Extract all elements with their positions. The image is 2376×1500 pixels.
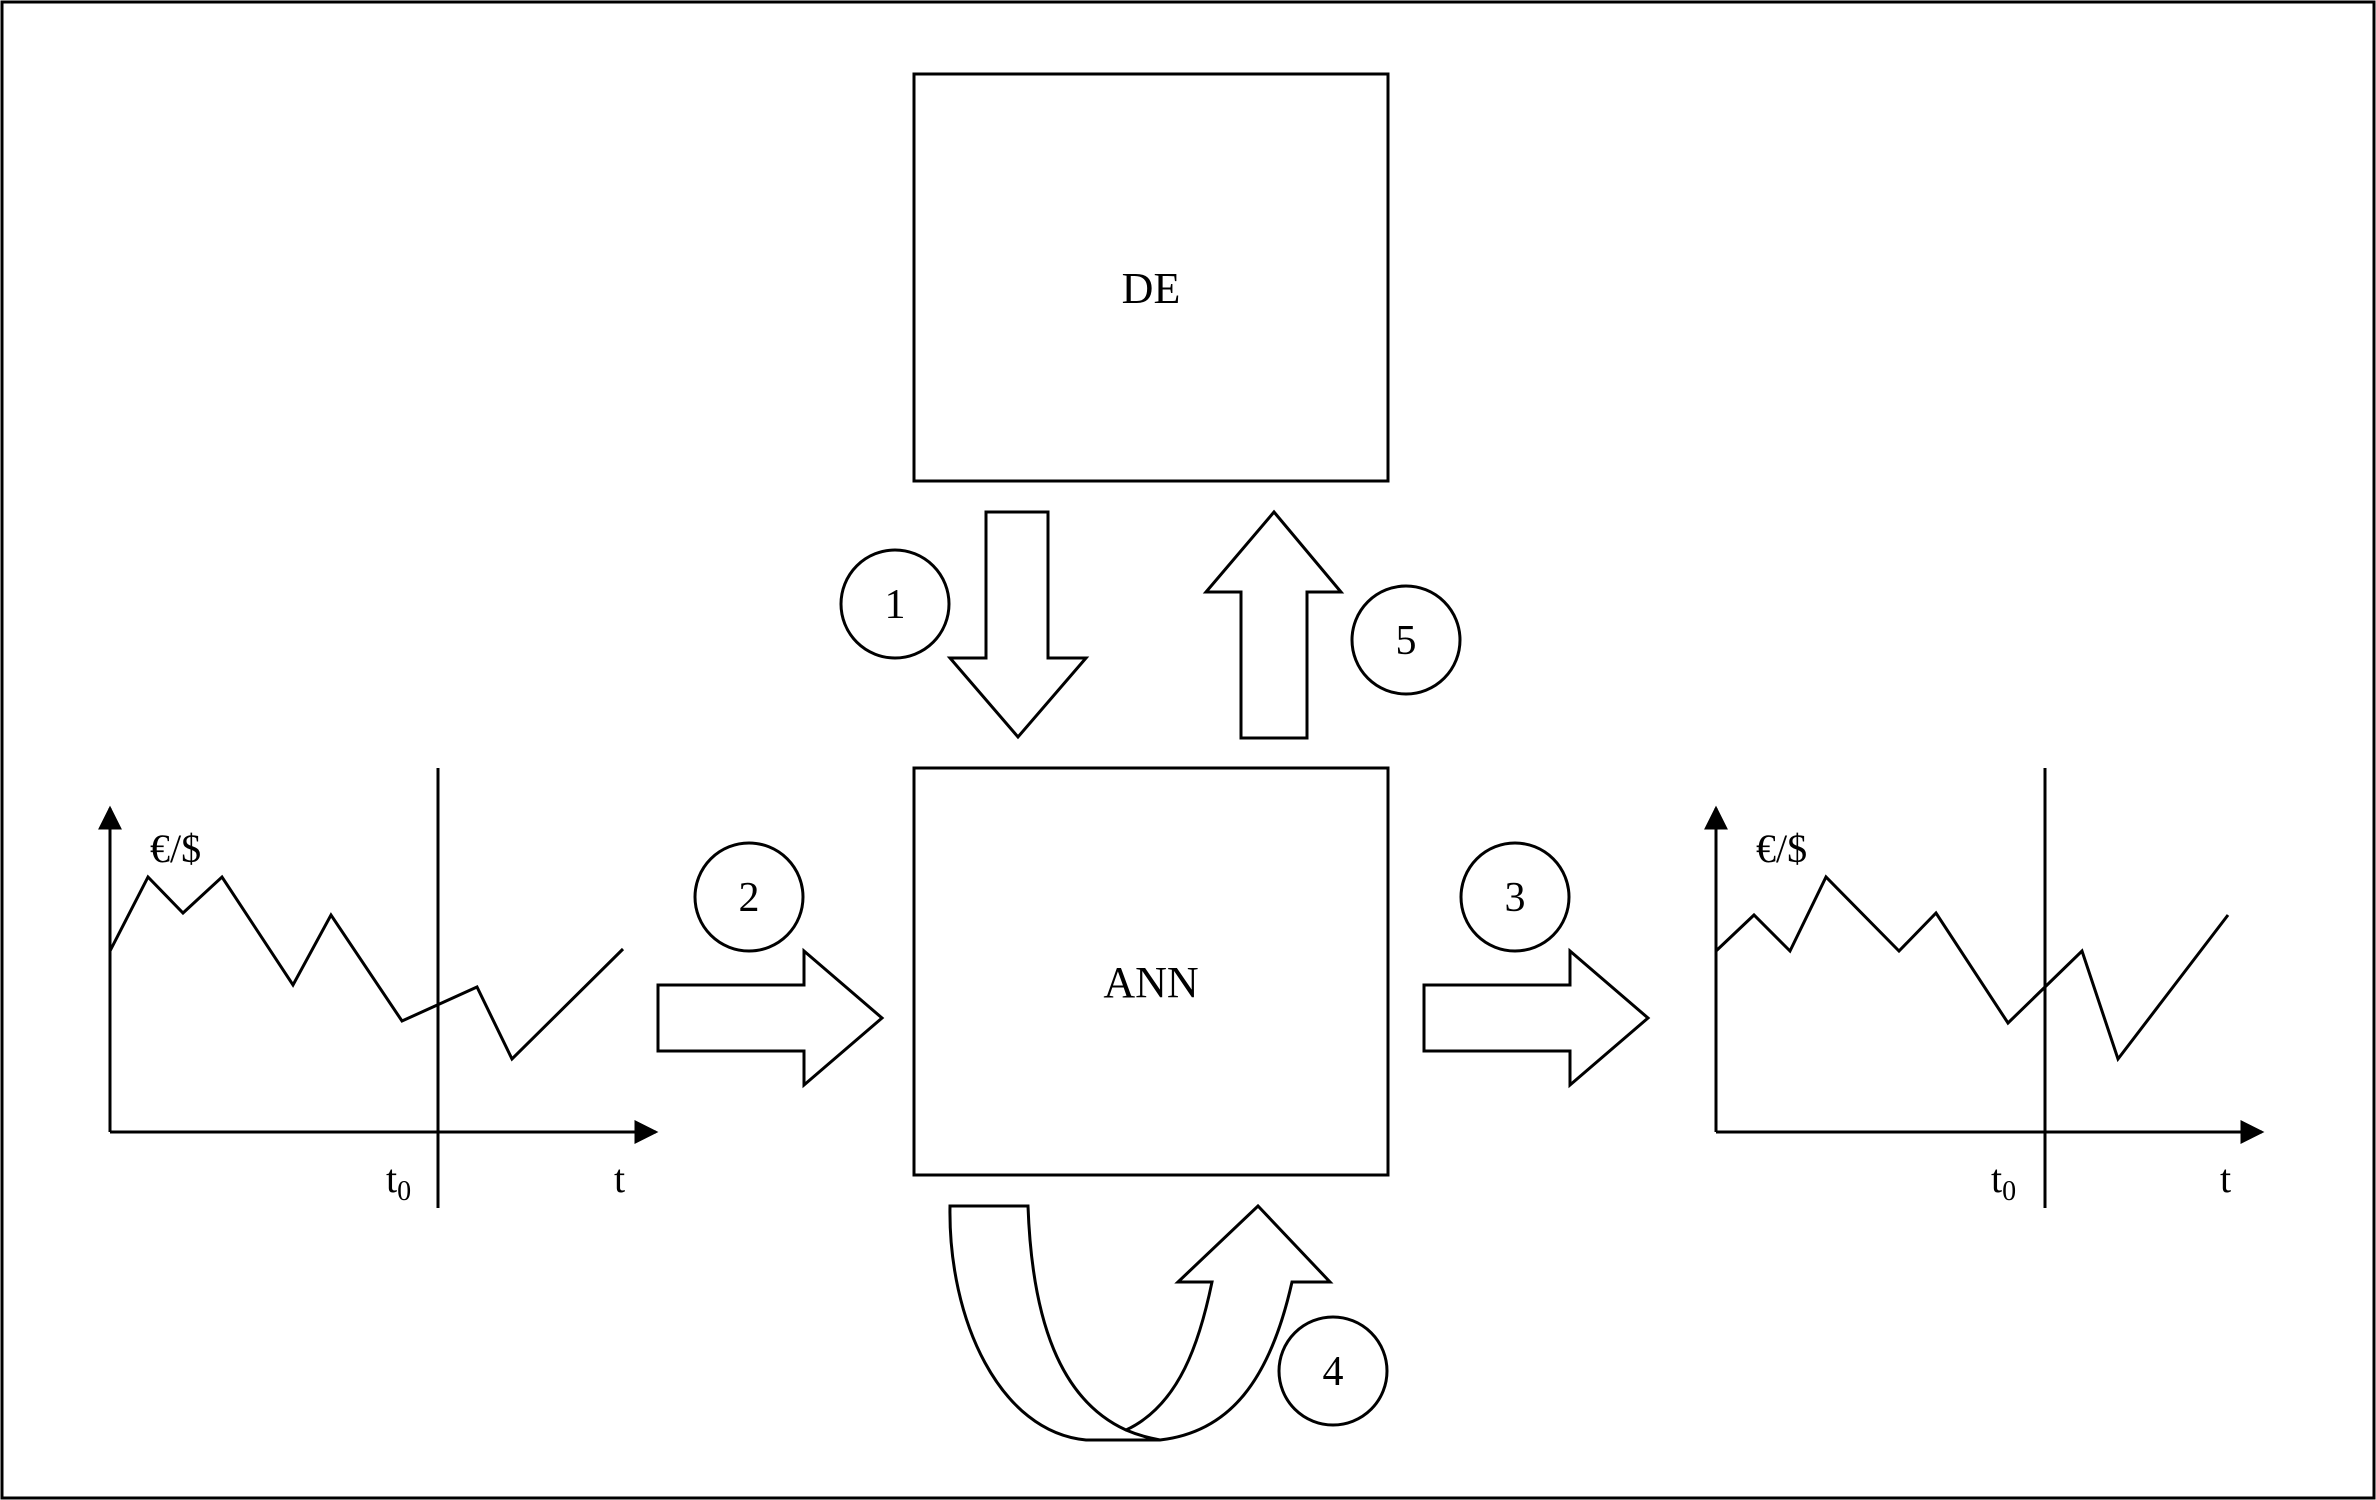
ann-block: ANN [912,766,1390,1177]
step-4-label: 4 [1323,1349,1344,1395]
step-1-label: 1 [885,582,906,628]
ann-label: ANN [1103,958,1198,1007]
arrow-up-ann-to-de [1202,509,1345,740]
input-plot-t0-label: t0 [386,1156,411,1207]
step-5-circle: 5 [1350,584,1462,696]
step-3-label: 3 [1505,875,1526,921]
input-plot-y-label: €/$ [150,826,201,871]
step-5-label: 5 [1396,618,1417,664]
input-plot: €/$ t t0 [98,768,659,1208]
arrow-right-input-to-ann [656,947,885,1089]
step-3-circle: 3 [1459,841,1571,953]
input-plot-x-label: t [614,1156,625,1201]
step-4-circle: 4 [1277,1315,1389,1427]
output-plot-t0-label: t0 [1991,1156,2016,1207]
step-2-label: 2 [739,875,760,921]
output-plot-y-label: €/$ [1756,826,1807,871]
step-2-circle: 2 [693,841,805,953]
de-label: DE [1122,264,1181,313]
step-1-circle: 1 [839,548,951,660]
arrow-right-ann-to-output [1422,947,1651,1089]
arrow-down-de-to-ann [946,510,1090,740]
output-plot: €/$ t t0 [1704,768,2265,1208]
output-plot-x-label: t [2220,1156,2231,1201]
output-plot-series-line [1714,874,2230,1063]
input-plot-series-line [108,874,625,1062]
curved-loop-arrow [948,1203,1334,1442]
curved-loop-arrow-fold [1125,1428,1161,1442]
de-block: DE [912,72,1390,483]
